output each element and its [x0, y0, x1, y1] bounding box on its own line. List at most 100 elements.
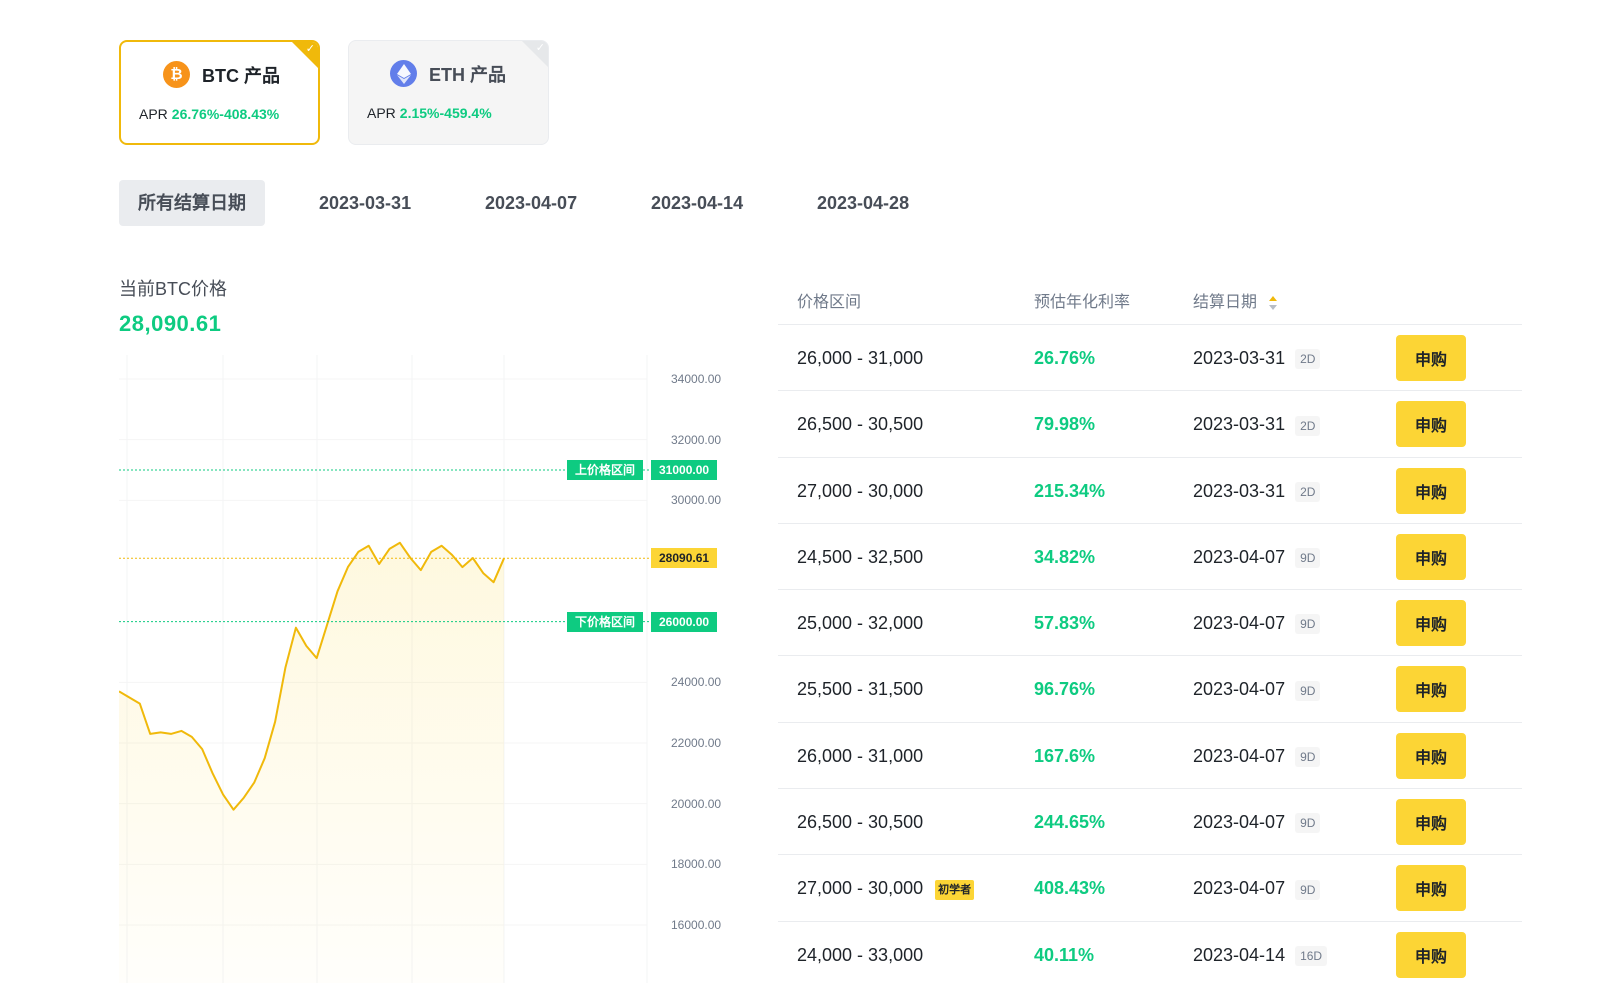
tab-2023-04-14[interactable]: 2023-04-14: [651, 193, 744, 213]
duration-badge: 9D: [1295, 879, 1321, 900]
check-icon: ✓: [535, 42, 545, 54]
table-row: 27,000 - 30,000 初学者 408.43% 2023-04-07 9D 申购: [778, 854, 1522, 920]
header-settlement-date[interactable]: 结算日期: [1193, 288, 1278, 312]
apr-value: 26.76%-408.43%: [171, 106, 280, 122]
subscribe-button[interactable]: 申购: [1396, 467, 1466, 514]
card-apr: APR 26.76%-408.43%: [139, 106, 279, 122]
bitcoin-icon: ₿: [163, 61, 190, 88]
card-title: BTC 产品: [202, 65, 280, 86]
price-range-cell: 24,500 - 32,500: [797, 524, 923, 590]
price-range: 26,500 - 30,500: [797, 812, 924, 833]
card-header: ETH 产品: [390, 60, 506, 87]
price-range-cell: 26,500 - 30,500: [797, 391, 923, 457]
settlement-date-cell: 2023-04-07 9D: [1193, 723, 1321, 789]
settlement-date: 2023-04-07: [1193, 812, 1286, 833]
apr-cell: 57.83%: [1034, 613, 1096, 634]
apr-cell: 79.98%: [1034, 414, 1096, 435]
price-range-cell: 24,000 - 33,000: [797, 922, 923, 983]
settlement-date-cell: 2023-04-14 16D: [1193, 922, 1328, 983]
subscribe-button[interactable]: 申购: [1396, 732, 1466, 779]
apr-label: APR: [367, 105, 396, 121]
price-range-cell: 25,500 - 31,500: [797, 656, 923, 722]
card-header: ₿ BTC 产品: [163, 61, 280, 88]
table-row: 26,500 - 30,500 79.98% 2023-03-31 2D 申购: [778, 390, 1522, 456]
table-row: 24,500 - 32,500 34.82% 2023-04-07 9D 申购: [778, 522, 1522, 590]
price-range: 26,500 - 30,500: [797, 414, 924, 435]
duration-badge: 2D: [1295, 481, 1321, 502]
settlement-date: 2023-03-31: [1193, 480, 1286, 501]
lower-band-label: 下价格区间: [567, 611, 644, 632]
price-range: 24,000 - 33,000: [797, 944, 924, 965]
subscribe-button[interactable]: 申购: [1396, 401, 1466, 448]
card-title: ETH 产品: [429, 64, 507, 85]
settlement-date-cell: 2023-03-31 2D: [1193, 458, 1321, 524]
subscribe-button[interactable]: 申购: [1396, 533, 1466, 580]
subscribe-button[interactable]: 申购: [1396, 865, 1466, 912]
price-range: 27,000 - 30,000: [797, 480, 924, 501]
settlement-date: 2023-04-07: [1193, 546, 1286, 567]
tab-2023-03-31[interactable]: 2023-03-31: [319, 193, 412, 213]
settlement-date: 2023-03-31: [1193, 414, 1286, 435]
subscribe-button[interactable]: 申购: [1396, 799, 1466, 846]
btc-product-card[interactable]: ✓ ₿ BTC 产品 APR 26.76%-408.43%: [119, 40, 320, 145]
table-row: 26,000 - 31,000 26.76% 2023-03-31 2D 申购: [778, 324, 1522, 390]
card-apr: APR 2.15%-459.4%: [367, 105, 492, 121]
duration-badge: 9D: [1295, 813, 1321, 834]
tab-2023-04-28[interactable]: 2023-04-28: [817, 193, 910, 213]
subscribe-button[interactable]: 申购: [1396, 666, 1466, 713]
header-apr: 预估年化利率: [1034, 294, 1131, 311]
subscribe-button[interactable]: 申购: [1396, 931, 1466, 978]
unselected-corner: [522, 41, 548, 67]
table-row: 25,000 - 32,000 57.83% 2023-04-07 9D 申购: [778, 589, 1522, 655]
y-tick-label: 32000.00: [671, 432, 722, 447]
price-range: 26,000 - 31,000: [797, 745, 924, 766]
price-range-cell: 27,000 - 30,000 初学者: [797, 855, 975, 921]
subscribe-button[interactable]: 申购: [1396, 335, 1466, 381]
apr-cell: 96.76%: [1034, 679, 1096, 700]
settlement-date: 2023-04-07: [1193, 613, 1286, 634]
current-price-label: 当前BTC价格: [119, 279, 227, 299]
check-icon: ✓: [305, 43, 315, 55]
ethereum-icon: [390, 60, 417, 87]
apr-cell: 40.11%: [1034, 944, 1095, 965]
beginner-badge: 初学者: [935, 879, 975, 900]
duration-badge: 2D: [1295, 415, 1321, 436]
apr-cell: 167.6%: [1034, 745, 1096, 766]
duration-badge: 9D: [1295, 548, 1321, 569]
price-range-cell: 26,000 - 31,000: [797, 723, 923, 789]
products-table: 价格区间 预估年化利率 结算日期 26,000 - 31,000 26.76% 20…: [778, 272, 1522, 983]
apr-label: APR: [139, 106, 168, 122]
y-tick-label: 24000.00: [671, 675, 722, 690]
tab-2023-04-07[interactable]: 2023-04-07: [485, 193, 578, 213]
upper-band-label: 上价格区间: [567, 460, 644, 480]
price-range: 25,500 - 31,500: [797, 679, 924, 700]
y-tick-label: 34000.00: [671, 372, 722, 386]
settlement-date-cell: 2023-03-31 2D: [1193, 325, 1321, 391]
y-tick-label: 18000.00: [671, 857, 722, 872]
table-row: 26,000 - 31,000 167.6% 2023-04-07 9D 申购: [778, 721, 1522, 789]
table-header: 价格区间 预估年化利率 结算日期: [778, 272, 1522, 324]
price-range-cell: 26,500 - 30,500: [797, 789, 923, 855]
tab-all-dates[interactable]: 所有结算日期: [119, 180, 265, 226]
apr-cell: 244.65%: [1034, 812, 1106, 833]
y-tick-label: 16000.00: [671, 918, 722, 932]
settlement-date: 2023-04-07: [1193, 745, 1286, 766]
eth-product-card[interactable]: ✓ ETH 产品 APR 2.15%-459.4%: [348, 40, 549, 145]
settlement-date-cell: 2023-04-07 9D: [1193, 656, 1321, 722]
duration-badge: 9D: [1295, 680, 1321, 701]
price-range: 25,000 - 32,000: [797, 613, 924, 634]
price-line: [119, 541, 505, 811]
duration-badge: 16D: [1295, 945, 1328, 966]
settlement-date-cell: 2023-04-07 9D: [1193, 524, 1321, 590]
table-row: 24,000 - 33,000 40.11% 2023-04-14 16D 申购: [778, 920, 1522, 983]
settlement-date-cell: 2023-03-31 2D: [1193, 391, 1321, 457]
price-range-cell: 25,000 - 32,000: [797, 590, 923, 656]
settlement-date-cell: 2023-04-07 9D: [1193, 855, 1321, 921]
sort-icon[interactable]: [1269, 295, 1278, 310]
price-area: [119, 542, 504, 983]
subscribe-button[interactable]: 申购: [1396, 600, 1466, 647]
apr-cell: 34.82%: [1034, 546, 1096, 567]
duration-badge: 9D: [1295, 614, 1321, 635]
duration-badge: 9D: [1295, 747, 1321, 768]
price-range: 26,000 - 31,000: [797, 348, 924, 368]
